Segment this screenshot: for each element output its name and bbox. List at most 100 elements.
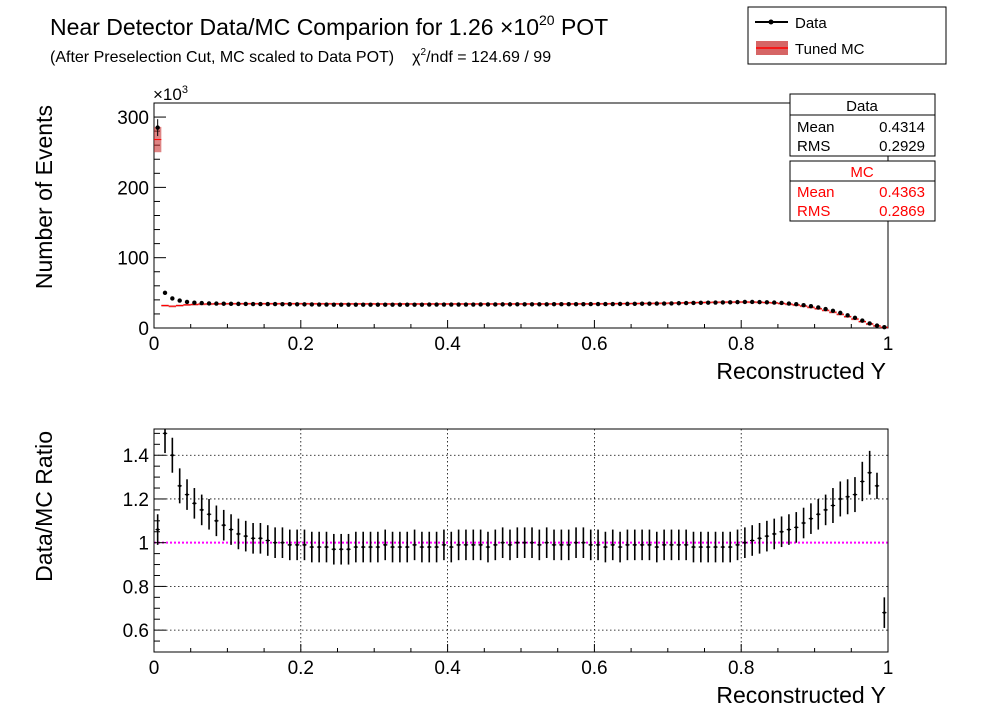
stats-mc-mean-label: Mean xyxy=(797,184,835,201)
ratio-point xyxy=(214,519,218,523)
legend-mc-label: Tuned MC xyxy=(795,41,865,58)
data-point xyxy=(669,301,674,306)
data-point xyxy=(162,290,168,296)
stats-data-mean-label: Mean xyxy=(797,119,835,136)
data-point xyxy=(772,300,777,305)
data-point xyxy=(676,301,682,306)
stats-data-mean: 0.4314 xyxy=(879,119,925,136)
ratio-point xyxy=(332,547,336,551)
data-point xyxy=(610,301,615,307)
ratio-point xyxy=(684,543,688,547)
stats-mc-mean: 0.4363 xyxy=(879,184,925,201)
ratio-point xyxy=(449,545,453,549)
data-point xyxy=(368,302,373,307)
ratio-point xyxy=(391,545,394,549)
data-point xyxy=(463,302,469,307)
ratio-point xyxy=(413,543,416,547)
ratio-point xyxy=(596,543,600,547)
ratio-point xyxy=(479,543,483,547)
top-x-tick-label: 0 xyxy=(149,334,160,355)
ratio-point xyxy=(317,545,321,549)
data-point xyxy=(713,300,718,305)
bottom-x-tick-label: 0 xyxy=(149,658,160,679)
data-point xyxy=(764,300,770,305)
data-point xyxy=(757,299,762,305)
ratio-point xyxy=(794,525,798,529)
data-point xyxy=(170,296,175,301)
ratio-grid xyxy=(154,429,888,652)
data-point xyxy=(581,301,586,307)
ratio-point xyxy=(633,543,637,547)
ratio-point xyxy=(530,541,534,545)
ratio-point xyxy=(442,543,446,547)
ratio-point xyxy=(611,543,615,547)
chart-subtitle: (After Preselection Cut, MC scaled to Da… xyxy=(50,47,551,66)
data-point xyxy=(360,302,366,307)
ratio-point xyxy=(457,543,461,547)
top-x-tick-label: 0.4 xyxy=(434,334,461,355)
ratio-point xyxy=(435,545,438,549)
stats-mc-rms: 0.2869 xyxy=(879,203,925,220)
stats-mc-rms-label: RMS xyxy=(797,203,830,220)
bottom-x-tick-label: 1 xyxy=(883,658,894,679)
ratio-point xyxy=(824,508,828,512)
data-point xyxy=(309,302,315,307)
data-point xyxy=(280,301,285,307)
ratio-point xyxy=(581,541,585,545)
ratio-point xyxy=(244,534,248,538)
data-point xyxy=(507,302,513,307)
data-point xyxy=(639,301,645,306)
ratio-point xyxy=(383,543,387,547)
ratio-point xyxy=(655,545,659,549)
title-end: POT xyxy=(555,14,609,40)
ratio-point xyxy=(736,543,739,547)
ratio-point xyxy=(288,543,292,547)
ratio-point xyxy=(802,521,805,525)
top-y-tick-label: 0 xyxy=(138,319,149,340)
data-point xyxy=(867,321,872,326)
data-point xyxy=(184,299,190,305)
data-point xyxy=(874,323,880,328)
ratio-point xyxy=(427,545,431,549)
data-point xyxy=(199,300,204,306)
top-y-tick-label: 300 xyxy=(117,108,149,129)
exponent-value: 3 xyxy=(182,84,188,96)
top-panel: 0 0.2 0.4 0.6 0.8 1 0 100 200 300 ×103 Reconstru… xyxy=(31,84,893,384)
data-point xyxy=(287,302,292,307)
data-point xyxy=(617,301,623,307)
top-x-tick-label: 0.2 xyxy=(288,334,314,355)
stats-mc-title: MC xyxy=(850,164,873,181)
data-point xyxy=(522,302,527,307)
ratio-point xyxy=(721,545,725,549)
data-point xyxy=(794,302,799,307)
data-point xyxy=(603,301,608,307)
bottom-y-tick-label: 1 xyxy=(138,534,149,555)
data-point xyxy=(647,301,652,306)
ratio-point xyxy=(838,497,842,501)
data-point xyxy=(250,301,256,307)
data-point xyxy=(441,302,447,307)
data-point xyxy=(537,302,542,307)
data-point xyxy=(331,302,337,307)
top-x-tick-label: 1 xyxy=(883,334,894,355)
legend-data-label: Data xyxy=(795,15,827,32)
chi-symbol: χ xyxy=(412,49,421,66)
bottom-panel: 0 0.2 0.4 0.6 0.8 1 0.6 0.8 1 1.2 1.4 Reconstruct… xyxy=(31,428,894,708)
data-point xyxy=(419,302,425,307)
data-point xyxy=(294,302,300,307)
data-point xyxy=(485,302,491,307)
top-x-ticks: 0 0.2 0.4 0.6 0.8 1 xyxy=(149,320,894,355)
top-x-tick-label: 0.6 xyxy=(581,334,607,355)
ratio-point xyxy=(281,541,284,545)
ratio-point xyxy=(515,541,519,545)
data-point xyxy=(882,324,887,330)
data-point xyxy=(493,302,498,307)
top-x-axis-label: Reconstructed Y xyxy=(716,358,886,384)
data-point xyxy=(588,301,593,307)
data-point xyxy=(727,300,733,305)
bottom-y-tick-label: 1.4 xyxy=(123,446,150,467)
ratio-point xyxy=(765,534,769,538)
ratio-point xyxy=(163,431,167,435)
top-y-axis-label: Number of Events xyxy=(31,105,57,289)
